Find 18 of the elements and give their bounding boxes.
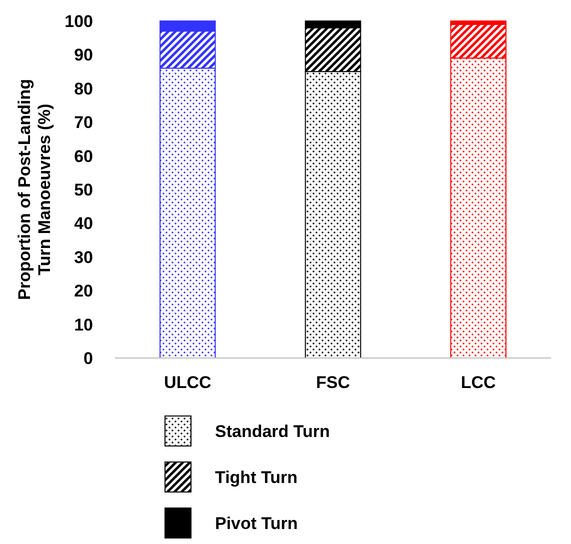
y-tick-label: 60 <box>74 146 93 166</box>
y-tick-label: 90 <box>74 46 93 65</box>
y-tick-label: 50 <box>74 180 93 200</box>
y-tick-label: 0 <box>84 348 93 368</box>
y-axis-title: Proportion of Post-Landing Turn Manoeuvres (%) <box>15 79 54 300</box>
x-tick-label: ULCC <box>164 373 212 392</box>
y-tick-label: 100 <box>64 12 93 31</box>
legend-label: Pivot Turn <box>215 514 298 533</box>
x-tick-label: FSC <box>316 373 350 392</box>
y-tick-label: 10 <box>74 315 93 334</box>
y-tick-label: 80 <box>74 79 93 98</box>
y-tick-label: 30 <box>74 248 93 267</box>
y-tick-label: 40 <box>74 214 93 234</box>
legend-label: Tight Turn <box>215 468 298 487</box>
y-tick-label: 20 <box>74 282 93 301</box>
legend-label: Standard Turn <box>215 422 330 441</box>
y-tick-label: 70 <box>74 113 93 132</box>
x-tick-label: LCC <box>460 373 496 392</box>
